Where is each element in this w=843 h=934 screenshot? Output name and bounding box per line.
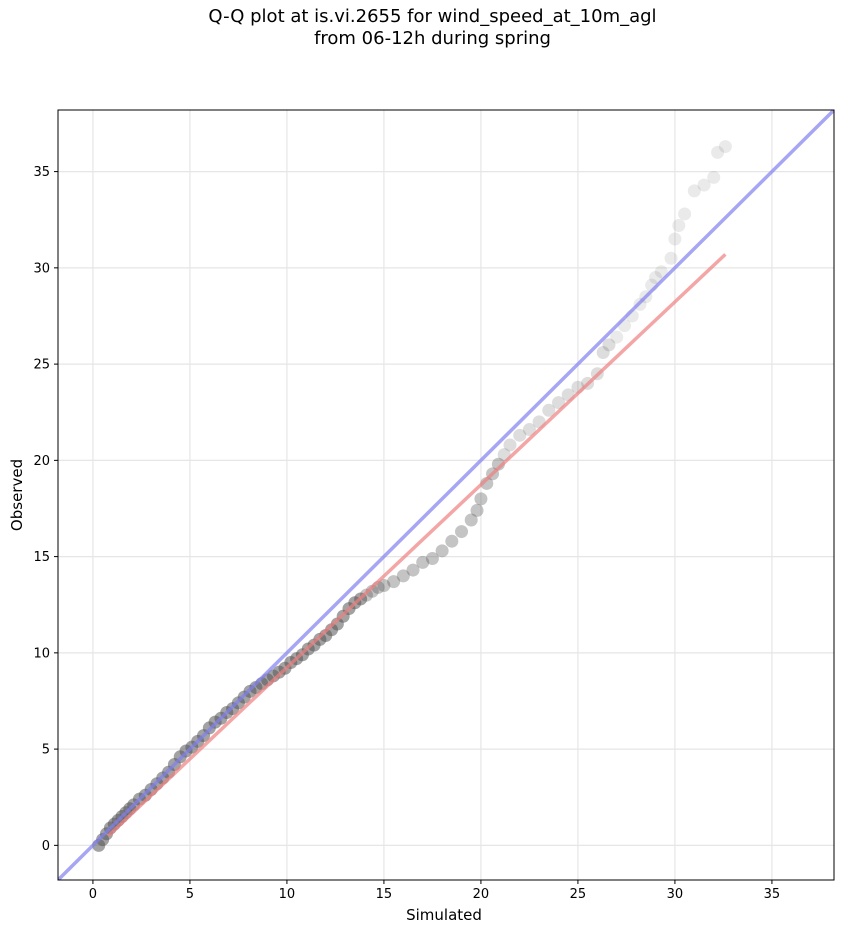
x-tick-label: 30	[667, 887, 684, 902]
data-point	[718, 140, 732, 154]
y-tick-label: 20	[33, 454, 50, 469]
y-tick-label: 30	[33, 261, 50, 276]
data-point	[387, 575, 401, 589]
data-point	[455, 525, 469, 539]
data-point	[697, 178, 711, 192]
x-tick-label: 0	[89, 887, 97, 902]
plot-area	[58, 110, 834, 880]
x-tick-label: 15	[376, 887, 393, 902]
data-point	[610, 330, 624, 344]
y-axis: 0 5 10 15 20 25 30 35	[33, 165, 58, 854]
data-point	[596, 346, 610, 360]
y-axis-label: Observed	[8, 459, 26, 531]
data-point	[654, 265, 668, 279]
x-tick-label: 20	[473, 887, 490, 902]
x-tick-label: 25	[570, 887, 587, 902]
data-point	[707, 170, 721, 184]
data-point	[542, 403, 556, 417]
chart-title: Q-Q plot at is.vi.2655 for wind_speed_at…	[0, 6, 843, 50]
data-point	[474, 492, 488, 506]
data-point	[668, 232, 682, 246]
y-tick-label: 10	[33, 646, 50, 661]
data-point	[396, 569, 410, 583]
y-tick-label: 5	[42, 743, 50, 758]
chart-title-line-1: Q-Q plot at is.vi.2655 for wind_speed_at…	[208, 6, 657, 27]
data-point	[552, 396, 566, 410]
y-tick-label: 15	[33, 550, 50, 565]
data-point	[377, 578, 391, 592]
chart-title-line-2: from 06-12h during spring	[314, 28, 551, 49]
y-tick-label: 35	[33, 165, 50, 180]
data-point	[406, 563, 420, 577]
plot-frame	[57, 109, 835, 881]
data-point	[445, 534, 459, 548]
fit-line	[107, 253, 727, 837]
data-point	[672, 219, 686, 232]
data-point	[425, 552, 439, 566]
points-group	[92, 140, 732, 852]
y-tick-label: 0	[42, 839, 50, 854]
data-point	[464, 513, 478, 527]
data-point	[416, 555, 430, 569]
data-point	[678, 207, 692, 221]
data-point	[522, 423, 536, 437]
y-tick-label: 25	[33, 358, 50, 373]
data-point	[649, 270, 663, 284]
one-to-one-reference-line	[58, 110, 834, 880]
x-tick-label: 35	[764, 887, 781, 902]
data-point	[513, 428, 527, 442]
data-point	[435, 544, 449, 558]
data-point	[687, 184, 701, 198]
x-axis-label: Simulated	[406, 906, 482, 924]
data-point	[470, 503, 484, 517]
data-point	[711, 145, 725, 159]
data-point	[664, 251, 678, 265]
x-tick-label: 10	[279, 887, 296, 902]
x-tick-label: 5	[186, 887, 194, 902]
data-point	[503, 438, 517, 452]
x-axis: 0 5 10 15 20 25 30 35	[89, 880, 780, 902]
data-point	[602, 338, 616, 352]
